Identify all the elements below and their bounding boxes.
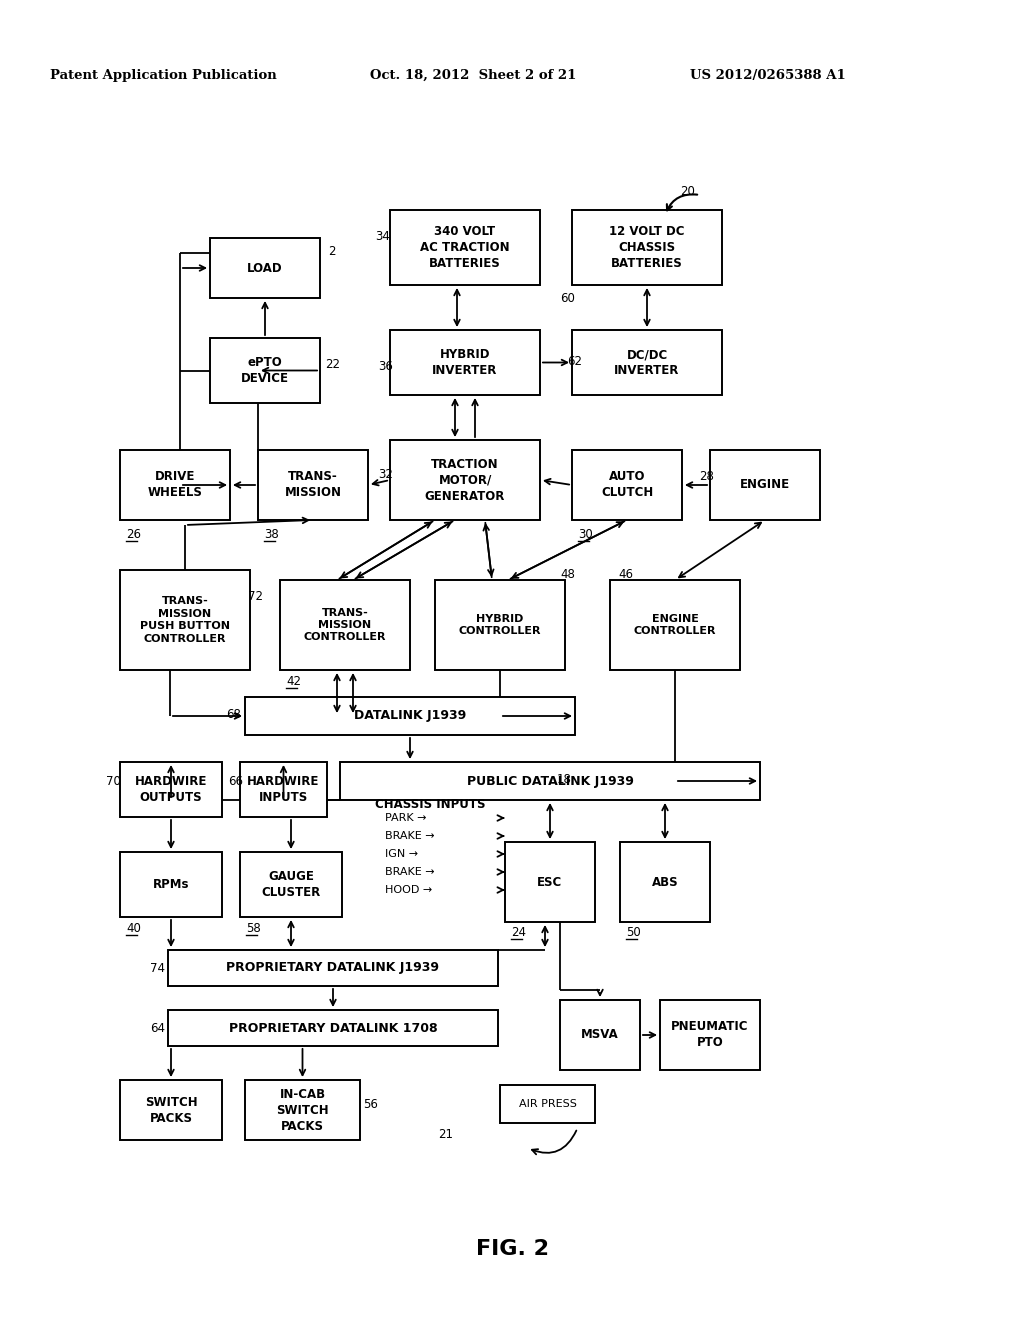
Text: DC/DC
INVERTER: DC/DC INVERTER bbox=[614, 348, 680, 378]
Text: TRANS-
MISSION
CONTROLLER: TRANS- MISSION CONTROLLER bbox=[304, 607, 386, 643]
Text: DRIVE
WHEELS: DRIVE WHEELS bbox=[147, 470, 203, 499]
Text: 70: 70 bbox=[106, 775, 121, 788]
Bar bbox=[210, 238, 319, 298]
Text: IGN →: IGN → bbox=[385, 849, 418, 859]
Text: ePTO
DEVICE: ePTO DEVICE bbox=[241, 356, 289, 385]
Bar bbox=[390, 210, 540, 285]
Bar bbox=[500, 1085, 595, 1123]
Text: ENGINE: ENGINE bbox=[740, 479, 791, 491]
Text: PNEUMATIC
PTO: PNEUMATIC PTO bbox=[672, 1020, 749, 1049]
Text: 2: 2 bbox=[328, 246, 336, 257]
Text: 38: 38 bbox=[264, 528, 279, 541]
Text: BRAKE →: BRAKE → bbox=[385, 832, 434, 841]
Text: 68: 68 bbox=[226, 708, 241, 721]
Text: AIR PRESS: AIR PRESS bbox=[518, 1100, 577, 1109]
Text: 66: 66 bbox=[228, 775, 243, 788]
Text: DATALINK J1939: DATALINK J1939 bbox=[354, 710, 466, 722]
Bar bbox=[390, 440, 540, 520]
Bar bbox=[572, 450, 682, 520]
Text: CHASSIS INPUTS: CHASSIS INPUTS bbox=[375, 799, 485, 810]
Text: 58: 58 bbox=[246, 921, 261, 935]
Text: Patent Application Publication: Patent Application Publication bbox=[50, 69, 276, 82]
Bar bbox=[240, 762, 327, 817]
Text: 50: 50 bbox=[626, 927, 641, 939]
Text: 56: 56 bbox=[362, 1098, 378, 1111]
Text: TRANS-
MISSION
PUSH BUTTON
CONTROLLER: TRANS- MISSION PUSH BUTTON CONTROLLER bbox=[140, 597, 230, 644]
Bar bbox=[572, 210, 722, 285]
Text: US 2012/0265388 A1: US 2012/0265388 A1 bbox=[690, 69, 846, 82]
Text: 46: 46 bbox=[618, 568, 633, 581]
Text: ESC: ESC bbox=[538, 875, 562, 888]
Text: GAUGE
CLUSTER: GAUGE CLUSTER bbox=[261, 870, 321, 899]
Text: ABS: ABS bbox=[651, 875, 678, 888]
Text: HYBRID
INVERTER: HYBRID INVERTER bbox=[432, 348, 498, 378]
Text: 36: 36 bbox=[378, 360, 393, 374]
Bar bbox=[120, 762, 222, 817]
Text: PUBLIC DATALINK J1939: PUBLIC DATALINK J1939 bbox=[467, 775, 634, 788]
Text: 26: 26 bbox=[126, 528, 141, 541]
Bar bbox=[245, 697, 575, 735]
Bar bbox=[258, 450, 368, 520]
Text: SWITCH
PACKS: SWITCH PACKS bbox=[144, 1096, 198, 1125]
Text: 64: 64 bbox=[150, 1022, 165, 1035]
Text: 42: 42 bbox=[286, 675, 301, 688]
Text: AUTO
CLUTCH: AUTO CLUTCH bbox=[601, 470, 653, 499]
Text: LOAD: LOAD bbox=[247, 261, 283, 275]
Bar bbox=[390, 330, 540, 395]
Text: 62: 62 bbox=[567, 355, 582, 368]
Text: HYBRID
CONTROLLER: HYBRID CONTROLLER bbox=[459, 614, 542, 636]
Bar bbox=[610, 579, 740, 671]
Text: 40: 40 bbox=[126, 921, 141, 935]
Text: BRAKE →: BRAKE → bbox=[385, 867, 434, 876]
Text: PROPRIETARY DATALINK 1708: PROPRIETARY DATALINK 1708 bbox=[228, 1022, 437, 1035]
Text: 74: 74 bbox=[150, 962, 165, 975]
Text: 24: 24 bbox=[511, 927, 526, 939]
Text: 60: 60 bbox=[560, 292, 574, 305]
Text: TRANS-
MISSION: TRANS- MISSION bbox=[285, 470, 341, 499]
Bar bbox=[210, 338, 319, 403]
Text: 28: 28 bbox=[699, 470, 714, 483]
Text: HARDWIRE
INPUTS: HARDWIRE INPUTS bbox=[248, 775, 319, 804]
Bar bbox=[660, 1001, 760, 1071]
Bar bbox=[168, 950, 498, 986]
Text: 18: 18 bbox=[557, 774, 571, 785]
Text: 20: 20 bbox=[680, 185, 695, 198]
Text: PARK →: PARK → bbox=[385, 813, 427, 822]
Bar bbox=[168, 1010, 498, 1045]
Text: ENGINE
CONTROLLER: ENGINE CONTROLLER bbox=[634, 614, 716, 636]
Bar bbox=[280, 579, 410, 671]
Text: IN-CAB
SWITCH
PACKS: IN-CAB SWITCH PACKS bbox=[276, 1088, 329, 1133]
Text: 22: 22 bbox=[325, 358, 340, 371]
Bar bbox=[240, 851, 342, 917]
Text: HARDWIRE
OUTPUTS: HARDWIRE OUTPUTS bbox=[135, 775, 207, 804]
Bar bbox=[120, 1080, 222, 1140]
Text: PROPRIETARY DATALINK J1939: PROPRIETARY DATALINK J1939 bbox=[226, 961, 439, 974]
Text: 12 VOLT DC
CHASSIS
BATTERIES: 12 VOLT DC CHASSIS BATTERIES bbox=[609, 224, 685, 271]
Bar bbox=[620, 842, 710, 921]
Text: Oct. 18, 2012  Sheet 2 of 21: Oct. 18, 2012 Sheet 2 of 21 bbox=[370, 69, 577, 82]
Text: 21: 21 bbox=[438, 1129, 453, 1140]
Bar bbox=[120, 570, 250, 671]
Bar bbox=[245, 1080, 360, 1140]
Text: 340 VOLT
AC TRACTION
BATTERIES: 340 VOLT AC TRACTION BATTERIES bbox=[420, 224, 510, 271]
Text: RPMs: RPMs bbox=[153, 878, 189, 891]
Text: 30: 30 bbox=[578, 528, 593, 541]
Bar bbox=[435, 579, 565, 671]
Bar bbox=[120, 450, 230, 520]
Text: MSVA: MSVA bbox=[582, 1028, 618, 1041]
Text: 32: 32 bbox=[378, 469, 393, 480]
Text: 72: 72 bbox=[248, 590, 263, 603]
Text: HOOD →: HOOD → bbox=[385, 884, 432, 895]
Bar bbox=[572, 330, 722, 395]
Text: 48: 48 bbox=[560, 568, 574, 581]
Bar bbox=[340, 762, 760, 800]
Bar bbox=[560, 1001, 640, 1071]
Bar bbox=[505, 842, 595, 921]
Text: TRACTION
MOTOR/
GENERATOR: TRACTION MOTOR/ GENERATOR bbox=[425, 458, 505, 503]
Bar bbox=[120, 851, 222, 917]
Text: FIG. 2: FIG. 2 bbox=[475, 1239, 549, 1259]
Bar bbox=[710, 450, 820, 520]
Text: 34: 34 bbox=[375, 230, 390, 243]
